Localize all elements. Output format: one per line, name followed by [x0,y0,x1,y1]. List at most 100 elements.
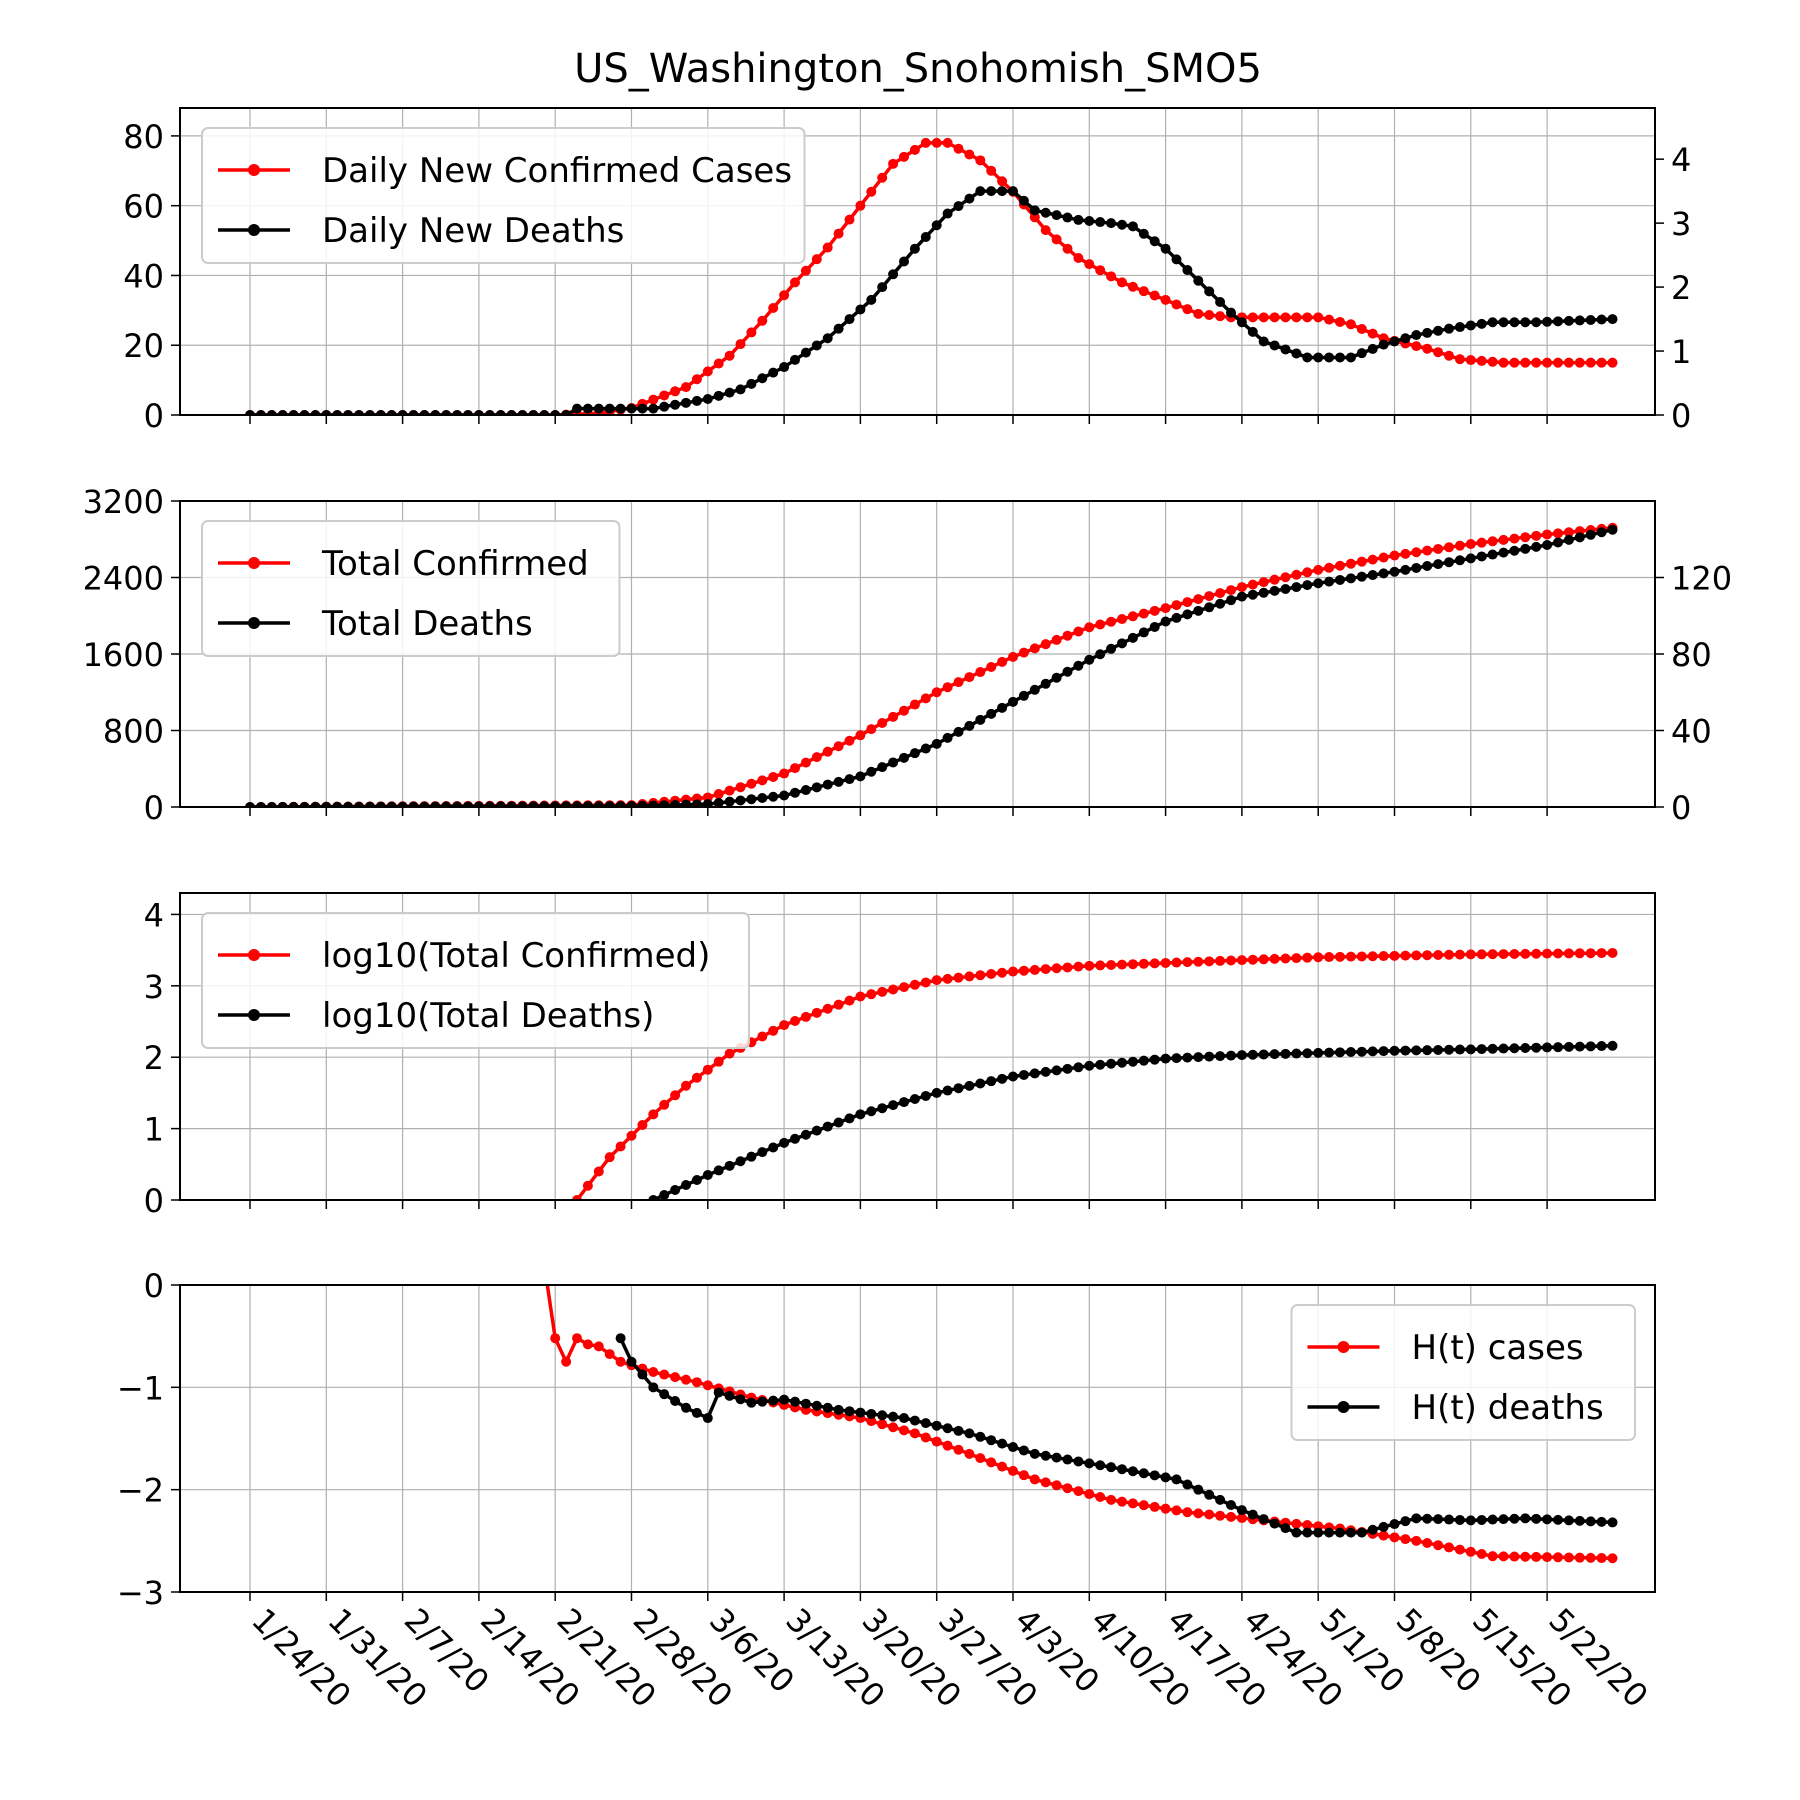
data-point [1324,1047,1335,1058]
data-point [822,333,833,344]
legend-label: Daily New Deaths [322,211,624,251]
data-point [1280,583,1291,594]
data-point [724,1160,735,1171]
data-point [1520,317,1531,328]
data-point [1193,275,1204,286]
data-point [1291,569,1302,580]
data-point [1335,352,1345,363]
data-point [1444,1542,1454,1553]
data-point [942,682,953,693]
data-point [1095,649,1106,660]
data-point [354,410,364,415]
data-point [1553,528,1563,539]
data-point [310,410,321,415]
data-point [1585,1552,1596,1563]
data-point [1291,348,1302,359]
data-point [1302,1520,1313,1531]
data-point [1553,1514,1563,1525]
data-point [779,1394,790,1405]
data-point [1258,577,1269,588]
data-point [811,752,822,763]
data-point [975,714,986,725]
data-point [1062,1454,1073,1465]
data-point [266,801,277,807]
data-point [1062,212,1073,223]
y-tick-label: 1 [144,1111,164,1149]
data-point [833,1117,844,1128]
data-point [1444,1514,1454,1525]
data-point [1084,622,1095,633]
data-point [1182,1507,1193,1518]
legend-marker [248,164,260,176]
data-point [1607,947,1618,958]
data-point [866,294,877,305]
data-point [1236,582,1247,593]
data-point [1204,286,1215,297]
data-point [1531,317,1542,328]
data-point [931,220,942,231]
data-point [1247,1049,1258,1060]
data-point [735,782,746,793]
data-point [1520,948,1531,959]
data-point [1269,340,1280,351]
data-point [1367,328,1378,339]
data-point [1574,948,1585,959]
data-point [1553,1552,1563,1563]
data-point [615,1333,626,1344]
data-point [724,1048,735,1059]
data-point [1084,259,1095,270]
data-point [1106,1058,1117,1069]
data-point [408,410,419,415]
data-point [920,1432,931,1443]
data-point [986,708,997,719]
data-point [495,410,506,415]
data-point [1607,357,1618,368]
data-point [1302,312,1313,323]
data-point [1258,336,1269,347]
data-point [899,1425,909,1436]
data-point [484,801,495,807]
data-point [942,1085,953,1096]
data-point [1356,571,1367,582]
data-point [1444,350,1454,361]
data-point [1411,1513,1422,1524]
data-point [397,410,408,415]
y-tick-label: 0 [144,1267,164,1305]
data-point [615,403,626,414]
data-point [626,1130,637,1141]
data-point [681,1402,691,1413]
data-point [1247,1509,1258,1520]
data-point [702,394,713,405]
data-point [800,265,811,276]
data-point [1149,605,1160,616]
data-point [1422,1538,1433,1549]
y-tick-label: 3 [144,968,164,1006]
data-point [550,410,561,415]
data-point [1051,210,1062,221]
data-point [713,1387,724,1398]
data-point [1117,638,1127,649]
data-point [1531,1513,1542,1524]
data-point [1400,1516,1411,1527]
data-point [1596,1516,1607,1527]
data-point [604,801,615,807]
data-point [1182,1479,1193,1490]
data-point [1444,542,1454,553]
data-point [1542,316,1553,327]
data-point [713,390,724,401]
data-point [702,1380,713,1391]
data-point [1498,547,1509,558]
data-point [1335,1527,1345,1538]
data-point [909,748,920,759]
data-point [909,144,920,155]
data-point [1563,315,1574,326]
data-point [713,1056,724,1067]
panel-4: 0 −1 −2 −3 H(t) cases H(t) deaths [117,1267,1656,1612]
data-point [1498,317,1509,328]
data-point [724,350,735,361]
data-point [1356,556,1367,567]
data-point [1171,299,1182,310]
data-point [1226,1050,1236,1061]
data-point [975,155,986,166]
data-point [1138,958,1149,969]
